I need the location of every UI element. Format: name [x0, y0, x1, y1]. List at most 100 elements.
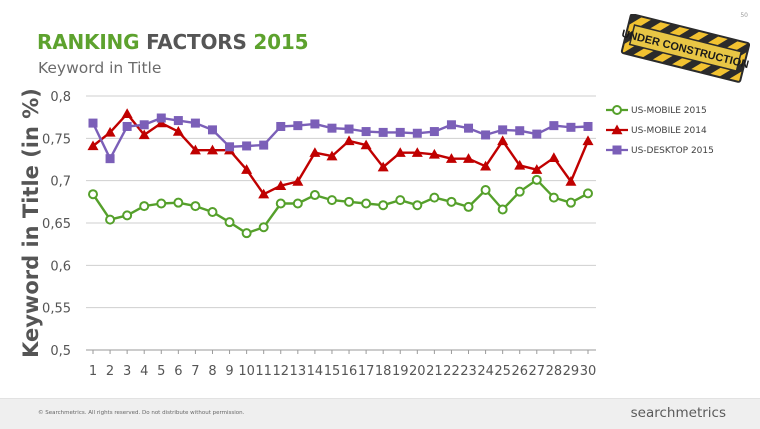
- data-point: [156, 198, 167, 209]
- data-point: [225, 142, 235, 152]
- page-title: RANKING FACTORS 2015: [37, 30, 308, 54]
- data-point: [87, 140, 99, 151]
- data-point: [224, 217, 235, 228]
- x-tick-label: 22: [443, 364, 460, 379]
- under-construction-sign: UNDER CONSTRUCTION: [620, 14, 750, 83]
- data-point: [428, 148, 440, 159]
- x-tick-label: 4: [140, 364, 148, 379]
- data-point: [565, 176, 577, 186]
- x-tick-label: 11: [255, 364, 272, 379]
- data-point: [463, 201, 474, 212]
- data-point: [549, 121, 559, 131]
- data-point: [514, 186, 525, 197]
- legend-label: US-MOBILE 2014: [631, 126, 707, 136]
- data-point: [258, 222, 269, 233]
- data-point: [531, 174, 542, 185]
- data-point: [292, 176, 304, 186]
- data-point: [206, 144, 218, 155]
- data-point: [480, 184, 491, 195]
- data-point: [138, 129, 150, 140]
- legend-marker: [612, 145, 622, 155]
- data-point: [190, 201, 201, 212]
- data-point: [481, 130, 491, 140]
- data-point: [464, 123, 474, 133]
- data-point: [172, 126, 184, 136]
- y-axis-title: Keyword in Title (in %): [19, 88, 43, 358]
- data-point: [532, 129, 542, 139]
- x-tick-label: 24: [477, 364, 494, 379]
- y-axis-ticks: 0,5 0,55 0,6 0,65 0,7 0,75 0,8: [42, 90, 71, 359]
- y-axis-label: Keyword in Title (in %): [19, 88, 43, 358]
- footer: © Searchmetrics. All rights reserved. Do…: [0, 398, 760, 429]
- data-point: [207, 125, 217, 135]
- grid-lines: [86, 95, 596, 351]
- data-point: [378, 127, 388, 137]
- x-tick-label: 16: [341, 364, 358, 379]
- x-tick-label: 18: [375, 364, 392, 379]
- brand-logo: searchmetrics: [630, 405, 726, 421]
- data-point: [139, 120, 149, 130]
- data-point: [497, 135, 509, 146]
- title-ranking: RANKING: [37, 30, 140, 54]
- x-tick-label: 14: [307, 364, 324, 379]
- data-point: [122, 121, 132, 131]
- data-point: [326, 195, 337, 206]
- data-point: [548, 152, 560, 163]
- x-tick-label: 23: [460, 364, 477, 379]
- data-point: [583, 188, 593, 199]
- data-point: [292, 198, 303, 209]
- data-point: [548, 192, 559, 203]
- series-line: [92, 112, 590, 196]
- data-point: [105, 214, 116, 225]
- data-point: [565, 197, 576, 208]
- data-point: [445, 153, 457, 163]
- data-point: [190, 118, 200, 128]
- y-tick-label: 0,75: [42, 132, 71, 147]
- x-tick-label: 6: [174, 364, 182, 379]
- x-tick-label: 28: [546, 364, 563, 379]
- data-point: [276, 121, 286, 131]
- data-point: [259, 140, 269, 150]
- data-point: [377, 161, 389, 172]
- legend-label: US-MOBILE 2015: [631, 106, 707, 116]
- data-point: [156, 113, 166, 123]
- x-tick-label: 29: [563, 364, 580, 379]
- x-tick-label: 21: [426, 364, 443, 379]
- x-tick-label: 25: [494, 364, 511, 379]
- data-point: [104, 126, 116, 137]
- title-factors: FACTORS: [146, 30, 247, 54]
- data-point: [463, 153, 475, 163]
- data-point: [275, 198, 286, 209]
- data-point: [412, 128, 422, 138]
- legend-item: US-MOBILE 2014: [606, 124, 707, 136]
- x-tick-label: 9: [225, 364, 233, 379]
- x-tick-label: 15: [324, 364, 341, 379]
- data-point: [241, 228, 252, 239]
- data-point: [309, 147, 321, 157]
- page-number: 50: [740, 12, 748, 19]
- x-tick-label: 5: [157, 364, 165, 379]
- data-point: [326, 150, 338, 161]
- title-year: 2015: [253, 30, 309, 54]
- data-point: [498, 125, 508, 135]
- x-tick-label: 8: [208, 364, 216, 379]
- series-us-desktop-2015: [88, 113, 593, 164]
- data-point: [446, 120, 456, 130]
- x-tick-label: 2: [106, 364, 114, 379]
- copyright-text: © Searchmetrics. All rights reserved. Do…: [38, 410, 245, 416]
- data-point: [309, 190, 320, 201]
- data-point: [583, 121, 593, 131]
- data-point: [480, 160, 492, 171]
- data-point: [361, 198, 372, 209]
- data-point: [344, 124, 354, 134]
- data-point: [582, 135, 594, 146]
- data-point: [395, 127, 405, 137]
- x-tick-label: 17: [358, 364, 375, 379]
- data-point: [360, 139, 372, 150]
- page-subtitle: Keyword in Title: [38, 59, 162, 77]
- x-tick-label: 27: [529, 364, 546, 379]
- x-axis-ticks: 1 2 3 4 5 6 7 8 9 10 11 12 13 14 15 16 17 18 19 20 21 22 23 24 2…: [89, 350, 596, 379]
- data-point: [412, 200, 423, 211]
- data-point: [429, 127, 439, 137]
- data-point: [173, 197, 184, 208]
